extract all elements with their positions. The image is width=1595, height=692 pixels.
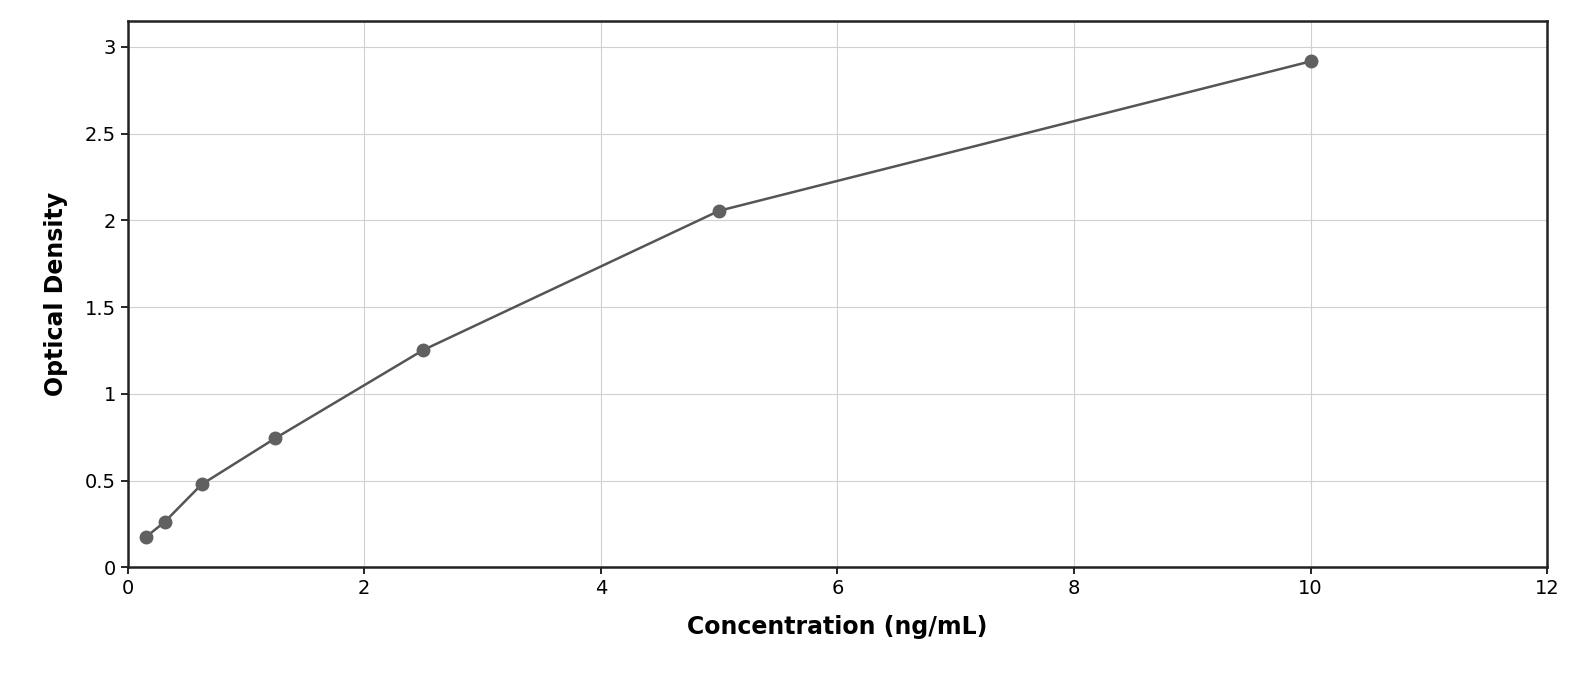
Point [1298, 56, 1324, 67]
Point [188, 479, 214, 490]
Point [410, 345, 435, 356]
X-axis label: Concentration (ng/mL): Concentration (ng/mL) [687, 615, 987, 639]
Point [134, 531, 160, 543]
Point [152, 516, 177, 527]
Point [263, 432, 289, 444]
Point [707, 206, 732, 217]
Y-axis label: Optical Density: Optical Density [45, 192, 69, 396]
